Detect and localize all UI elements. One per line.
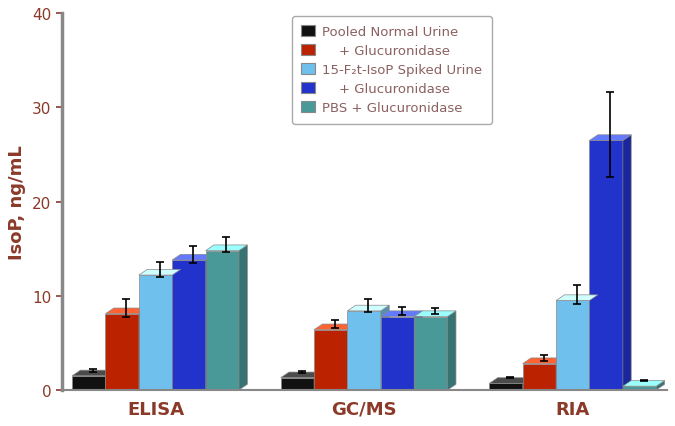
Polygon shape: [281, 372, 323, 378]
Bar: [72, 376, 105, 390]
Polygon shape: [206, 255, 214, 390]
Polygon shape: [414, 311, 456, 317]
Polygon shape: [623, 381, 665, 386]
Polygon shape: [522, 378, 531, 390]
Bar: [348, 311, 381, 390]
Polygon shape: [206, 245, 247, 251]
Bar: [206, 251, 239, 390]
Legend: Pooled Normal Urine,     + Glucuronidase, 15-F₂t-IsoP Spiked Urine,     + Glucur: Pooled Normal Urine, + Glucuronidase, 15…: [292, 17, 492, 124]
Polygon shape: [381, 305, 389, 390]
Polygon shape: [489, 378, 531, 383]
Polygon shape: [314, 372, 323, 390]
Polygon shape: [381, 311, 423, 317]
Polygon shape: [448, 311, 456, 390]
Bar: [623, 386, 656, 390]
Bar: [489, 383, 522, 390]
Polygon shape: [589, 135, 631, 141]
Bar: [105, 314, 139, 390]
Polygon shape: [172, 270, 181, 390]
Polygon shape: [589, 295, 598, 390]
Polygon shape: [414, 311, 423, 390]
Polygon shape: [348, 305, 389, 311]
Polygon shape: [172, 255, 214, 260]
Bar: [381, 317, 414, 390]
Polygon shape: [139, 308, 147, 390]
Polygon shape: [656, 381, 665, 390]
Bar: [172, 260, 206, 390]
Bar: [139, 276, 172, 390]
Polygon shape: [556, 295, 598, 301]
Polygon shape: [239, 245, 247, 390]
Polygon shape: [105, 308, 147, 314]
Y-axis label: IsoP, ng/mL: IsoP, ng/mL: [8, 145, 26, 259]
Bar: [281, 378, 314, 390]
Polygon shape: [556, 358, 564, 390]
Polygon shape: [623, 135, 631, 390]
Polygon shape: [314, 324, 356, 330]
Bar: [314, 330, 348, 390]
Bar: [414, 317, 448, 390]
Polygon shape: [139, 270, 181, 276]
Polygon shape: [105, 370, 114, 390]
Bar: [522, 364, 556, 390]
Bar: [589, 141, 623, 390]
Polygon shape: [522, 358, 564, 364]
Polygon shape: [72, 370, 114, 376]
Bar: [556, 301, 589, 390]
Polygon shape: [348, 324, 356, 390]
